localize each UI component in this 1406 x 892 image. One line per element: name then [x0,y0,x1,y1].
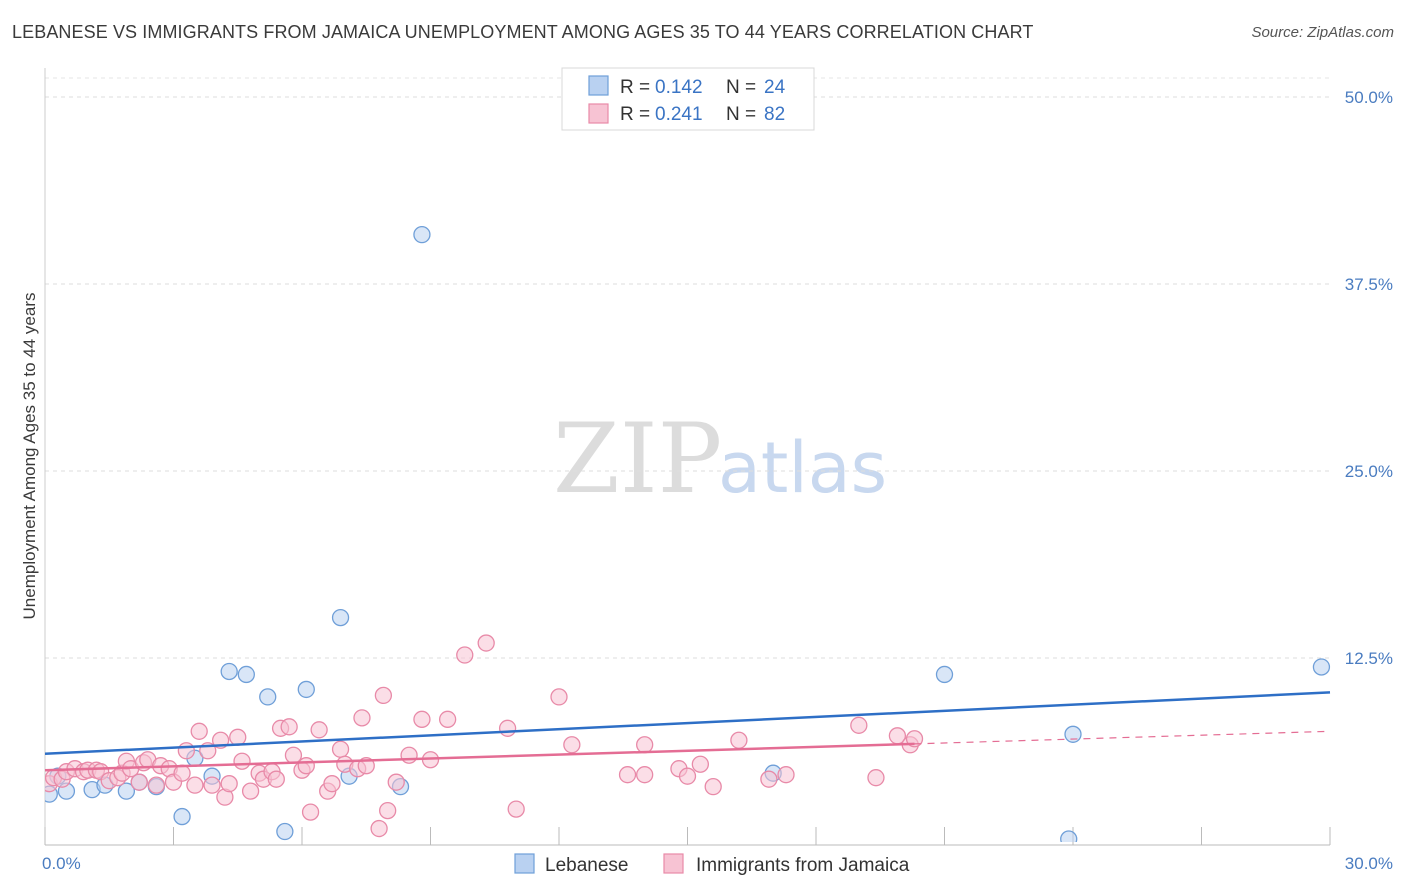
point-s1-22 [177,742,196,760]
point-s1-42 [301,803,320,821]
chart-title: LEBANESE VS IMMIGRANTS FROM JAMAICA UNEM… [12,22,1034,42]
point-s1-52 [374,686,393,705]
point-s1-30 [229,728,247,746]
point-s1-55 [400,746,418,764]
series-points-1 [45,634,924,838]
gridlines [45,77,1330,659]
point-s1-63 [550,688,568,706]
bottom-legend-swatch-lebanese [514,853,535,874]
y-tick-label-1: 25.0% [1345,462,1393,481]
watermark-zip: ZIP [553,403,722,515]
bottom-legend-label-jamaica: Immigrants from Jamaica [696,855,910,876]
point-s1-59 [456,646,474,664]
point-s0-21 [935,665,954,684]
point-s0-19 [413,225,431,244]
point-s1-73 [760,770,778,788]
chart-source: Source: ZipAtlas.com [1251,24,1394,41]
legend-r-value-2: 0.241 [655,104,703,125]
y-tick-label-0: 12.5% [1345,649,1393,668]
point-s1-69 [678,767,697,785]
legend-n-value-1: 24 [764,77,786,98]
point-s1-60 [477,634,495,652]
trend-line-solid-1 [45,742,915,772]
point-s0-8 [173,807,191,826]
x-tick-label-1: 30.0% [1345,854,1393,873]
point-s0-11 [220,662,238,681]
point-s1-32 [241,782,260,800]
x-tick-label-0: 0.0% [42,854,81,873]
point-s0-22 [1064,725,1082,743]
point-s1-58 [438,710,457,728]
y-axis-title: Unemployment Among Ages 35 to 44 years [20,293,39,620]
point-s1-17 [147,776,166,794]
point-s1-72 [730,731,748,749]
legend-r-value-1: 0.142 [655,77,703,98]
point-s1-46 [331,740,350,758]
point-s1-43 [310,721,328,739]
point-s0-16 [331,608,350,627]
y-tick-label-2: 37.5% [1345,275,1393,294]
legend-swatch-lebanese [588,75,609,96]
point-s0-24 [1312,658,1331,676]
point-s1-49 [353,709,371,727]
point-s1-29 [220,775,238,793]
data-points [45,225,1331,842]
point-s1-62 [507,800,525,818]
point-s1-45 [323,775,341,793]
point-s1-71 [704,778,722,796]
point-s1-38 [280,718,298,736]
point-s1-36 [267,770,285,788]
point-s1-61 [498,719,517,737]
point-s1-14 [130,773,148,791]
y-tick-labels: 12.5% 25.0% 37.5% 50.0% [1345,88,1393,668]
legend-n-label-1: N = [726,77,756,98]
point-s1-51 [370,819,388,838]
trend-lines [45,691,1331,772]
watermark-atlas: atlas [718,427,887,509]
point-s0-14 [276,822,294,841]
legend-swatch-jamaica [588,103,609,124]
point-s1-74 [777,766,795,784]
point-s1-41 [297,757,315,775]
point-s1-64 [563,736,581,754]
legend-n-label-2: N = [726,104,756,125]
point-s0-5 [117,782,136,800]
series-legend: Lebanese Immigrants from Jamaica [514,853,910,876]
point-s1-56 [413,710,431,728]
bottom-legend-swatch-jamaica [663,853,684,874]
trend-line-0 [45,691,1331,755]
point-s1-54 [387,773,405,791]
y-tick-label-3: 50.0% [1345,88,1393,107]
point-s1-67 [636,736,654,754]
point-s0-15 [297,680,315,699]
point-s1-70 [691,755,709,773]
bottom-legend-label-lebanese: Lebanese [545,855,628,876]
point-s1-53 [379,801,397,820]
point-s1-31 [233,752,251,770]
point-s0-12 [237,665,255,684]
point-s1-66 [636,766,654,784]
legend-n-value-2: 82 [764,104,785,125]
point-s1-76 [867,769,885,787]
point-s1-21 [173,764,191,782]
point-s1-39 [284,746,303,764]
legend-r-label-2: R = [620,104,650,125]
point-s1-65 [618,766,637,784]
point-s1-24 [190,722,208,740]
trend-line-dashed-1 [914,730,1331,745]
point-s1-75 [850,716,868,734]
x-tick-labels: 0.0% 30.0% [42,854,1393,873]
series-points-0 [45,225,1331,842]
stats-legend: R = 0.142 N = 24 R = 0.241 N = 82 [561,67,815,131]
point-s1-23 [186,776,204,794]
legend-r-label-1: R = [620,77,650,98]
point-s0-13 [259,688,277,706]
axes [44,68,1331,846]
point-s1-26 [203,776,221,794]
point-s0-23 [1060,830,1078,842]
